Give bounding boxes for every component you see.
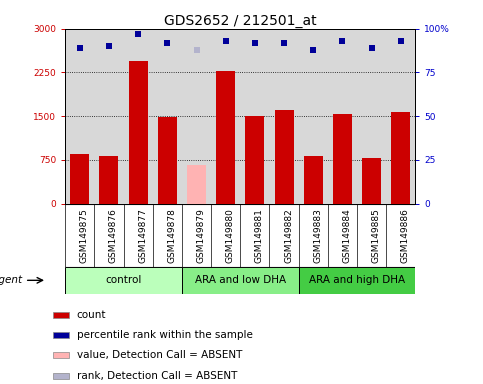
Text: GSM149882: GSM149882 [284,208,293,263]
Text: GSM149879: GSM149879 [197,208,206,263]
Bar [99,156,118,204]
Text: GSM149875: GSM149875 [80,208,89,263]
Title: GDS2652 / 212501_at: GDS2652 / 212501_at [164,14,316,28]
Bar [245,116,264,204]
Text: rank, Detection Call = ABSENT: rank, Detection Call = ABSENT [77,371,237,381]
Text: control: control [105,275,142,285]
Bar [304,156,323,204]
Bar [216,71,235,204]
Text: GSM149886: GSM149886 [401,208,410,263]
Bar [333,114,352,204]
Bar [65,267,182,294]
Text: GSM149878: GSM149878 [167,208,176,263]
Bar [182,267,298,294]
Bar [298,267,415,294]
Text: percentile rank within the sample: percentile rank within the sample [77,330,253,340]
Bar [71,154,89,204]
Text: value, Detection Call = ABSENT: value, Detection Call = ABSENT [77,350,242,360]
Bar [391,111,410,204]
Text: GSM149880: GSM149880 [226,208,235,263]
Text: GSM149885: GSM149885 [371,208,381,263]
Bar [53,312,69,318]
Bar [53,353,69,358]
Text: GSM149884: GSM149884 [342,208,352,263]
Bar [128,61,148,204]
Text: GSM149877: GSM149877 [138,208,147,263]
Text: GSM149883: GSM149883 [313,208,322,263]
Text: ARA and high DHA: ARA and high DHA [309,275,405,285]
Bar [187,165,206,204]
Bar [362,158,381,204]
Text: agent: agent [0,275,23,285]
Bar [53,332,69,338]
Text: GSM149881: GSM149881 [255,208,264,263]
Text: count: count [77,310,106,320]
Bar [158,118,177,204]
Bar [274,110,294,204]
Text: GSM149876: GSM149876 [109,208,118,263]
Bar [53,372,69,379]
Text: ARA and low DHA: ARA and low DHA [195,275,286,285]
